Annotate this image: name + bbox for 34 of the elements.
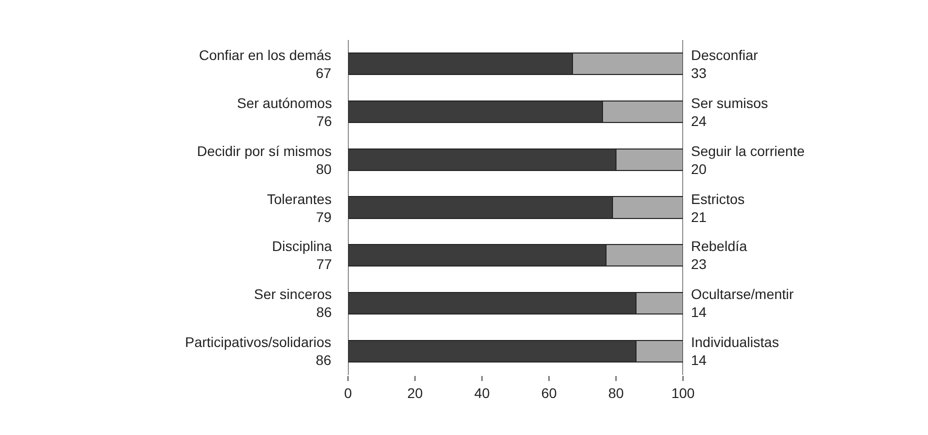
x-tick-label: 60 [541, 384, 557, 401]
y-tick-label: Confiar en los demás [199, 47, 332, 63]
data-label: 79 [316, 209, 332, 226]
y-tick-label: Ser sinceros [254, 286, 332, 302]
data-label: 33 [691, 65, 707, 82]
data-label: 76 [316, 113, 332, 130]
data-label: 14 [691, 352, 707, 368]
data-label: 86 [316, 304, 332, 320]
data-label: 24 [691, 113, 707, 130]
y-tick-label: Decidir por sí mismos [197, 143, 332, 159]
y-tick-label: Tolerantes [267, 191, 332, 207]
x-tick-label: 40 [474, 384, 490, 401]
x-tick-label: 0 [344, 384, 352, 401]
y2-tick-label: Ser sumisos [691, 95, 768, 111]
x-tick-label: 100 [671, 384, 695, 401]
data-label: 21 [691, 209, 707, 226]
data-label: 14 [691, 304, 707, 320]
data-label: 86 [316, 352, 332, 368]
y2-tick-label: Rebeldía [691, 238, 748, 254]
y2-tick-label: Ocultarse/mentir [691, 286, 794, 302]
y2-tick-label: Desconfiar [691, 47, 758, 63]
data-label: 67 [316, 65, 332, 82]
x-tick-label: 20 [407, 384, 423, 401]
data-label: 80 [316, 161, 332, 178]
y-tick-label: Ser autónomos [237, 95, 332, 111]
data-label: 23 [691, 256, 707, 272]
x-tick-label: 80 [608, 384, 624, 401]
y2-tick-label: Seguir la corriente [691, 143, 805, 159]
y2-tick-label: Estrictos [691, 191, 745, 207]
y-tick-label: Disciplina [272, 238, 332, 254]
y2-tick-label: Individualistas [691, 334, 779, 350]
data-label: 20 [691, 161, 707, 178]
y-tick-label: Participativos/solidarios [185, 334, 332, 350]
data-label: 77 [316, 256, 332, 272]
